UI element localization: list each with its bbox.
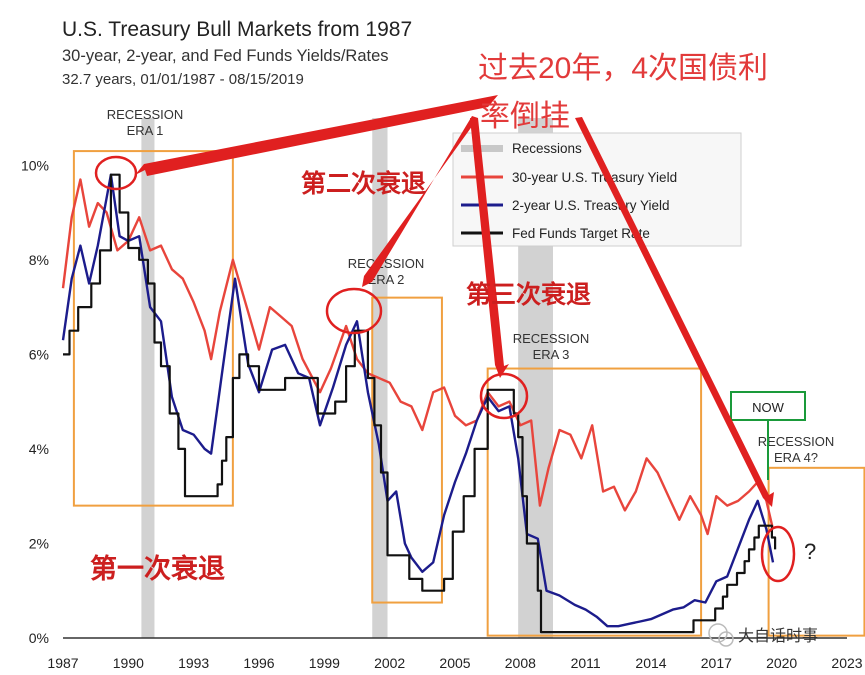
series-layer <box>61 173 777 634</box>
x-tick-label: 2017 <box>701 655 732 671</box>
era-box-1 <box>72 150 234 507</box>
cn-annotation-top-line1: 过去20年，4次国债利 <box>478 52 768 85</box>
y-tick-label: 4% <box>29 441 49 457</box>
chinese-annotations: 过去20年，4次国债利 率倒挂 第二次衰退 第三次衰退 第一次衰退 <box>90 52 768 585</box>
x-axis-ticks: 1987 1990 1993 1996 1999 2002 2005 2008 2011 2014… <box>47 655 862 671</box>
series-line-2 <box>61 173 775 628</box>
x-tick-label: 1996 <box>243 655 274 671</box>
legend-label-recessions: Recessions <box>512 141 582 156</box>
highlight-circles: ? <box>94 155 816 583</box>
inversion-circle-2 <box>325 287 383 335</box>
era2-label-line1: RECESSION <box>348 256 425 271</box>
annotation-arrows <box>135 95 774 507</box>
cn-annotation-top-line2: 率倒挂 <box>480 100 570 133</box>
watermark: 大自话时事 <box>708 623 818 647</box>
question-mark: ? <box>804 539 816 564</box>
y-tick-label: 8% <box>29 252 49 268</box>
inversion-circle-4 <box>760 525 796 583</box>
now-label: NOW <box>752 400 785 415</box>
now-marker: NOW <box>730 391 806 480</box>
chart-subtitle: 30-year, 2-year, and Fed Funds Yields/Ra… <box>62 47 389 65</box>
legend-label-30y: 30-year U.S. Treasury Yield <box>512 170 677 185</box>
inversion-circle-1 <box>94 155 138 191</box>
y-tick-label: 10% <box>21 157 49 173</box>
era1-label-line1: RECESSION <box>107 107 184 122</box>
x-tick-label: 1993 <box>178 655 209 671</box>
x-tick-label: 1990 <box>113 655 144 671</box>
x-tick-label: 2014 <box>635 655 666 671</box>
y-tick-label: 6% <box>29 346 49 362</box>
arrow-to-circle-3 <box>470 118 509 378</box>
era-labels: RECESSION ERA 1 RECESSION ERA 2 RECESSIO… <box>107 107 835 465</box>
wechat-icon-small <box>718 631 734 647</box>
y-axis-ticks: 0% 2% 4% 6% 8% 10% <box>21 157 49 646</box>
arrow-to-circle-2 <box>362 116 478 287</box>
inversion-circle-3 <box>479 372 529 420</box>
x-tick-label: 2011 <box>571 655 601 671</box>
era4-label-line2: ERA 4? <box>774 450 818 465</box>
x-tick-label: 2020 <box>766 655 797 671</box>
chart-title-block: U.S. Treasury Bull Markets from 1987 30-… <box>62 18 412 88</box>
x-tick-label: 2005 <box>439 655 470 671</box>
chart-title: U.S. Treasury Bull Markets from 1987 <box>62 18 412 41</box>
era3-label-line1: RECESSION <box>513 331 590 346</box>
legend-label-2y: 2-year U.S. Treasury Yield <box>512 198 670 213</box>
x-tick-label: 2008 <box>505 655 536 671</box>
x-tick-label: 2023 <box>831 655 862 671</box>
cn-third-recession: 第三次衰退 <box>466 280 591 309</box>
wechat-icon <box>708 623 728 643</box>
arrow-to-circle-4 <box>575 117 774 507</box>
era4-label-line1: RECESSION <box>758 434 835 449</box>
y-tick-label: 2% <box>29 535 49 551</box>
arrow-to-circle-1 <box>135 95 498 176</box>
era-box-2 <box>371 296 443 604</box>
x-tick-label: 1999 <box>309 655 340 671</box>
y-tick-label: 0% <box>29 630 49 646</box>
chart-date-range: 32.7 years, 01/01/1987 - 08/15/2019 <box>62 71 304 88</box>
now-box <box>730 391 806 421</box>
era3-label-line2: ERA 3 <box>533 347 570 362</box>
series-line-1 <box>61 178 775 536</box>
legend-swatch-recessions <box>461 145 503 152</box>
watermark-text: 大自话时事 <box>738 627 818 645</box>
era-box-3 <box>486 367 703 637</box>
era-boxes <box>72 150 865 637</box>
era1-label-line2: ERA 1 <box>127 123 164 138</box>
legend-label-fed: Fed Funds Target Rate <box>512 226 650 241</box>
era-box-4 <box>767 466 865 637</box>
x-tick-label: 1987 <box>47 655 78 671</box>
era2-label-line2: ERA 2 <box>368 272 405 287</box>
series-line-3 <box>63 173 777 634</box>
recession-band-1 <box>141 118 155 638</box>
x-tick-label: 2002 <box>374 655 405 671</box>
cn-first-recession: 第一次衰退 <box>90 553 225 585</box>
cn-second-recession: 第二次衰退 <box>301 169 426 198</box>
